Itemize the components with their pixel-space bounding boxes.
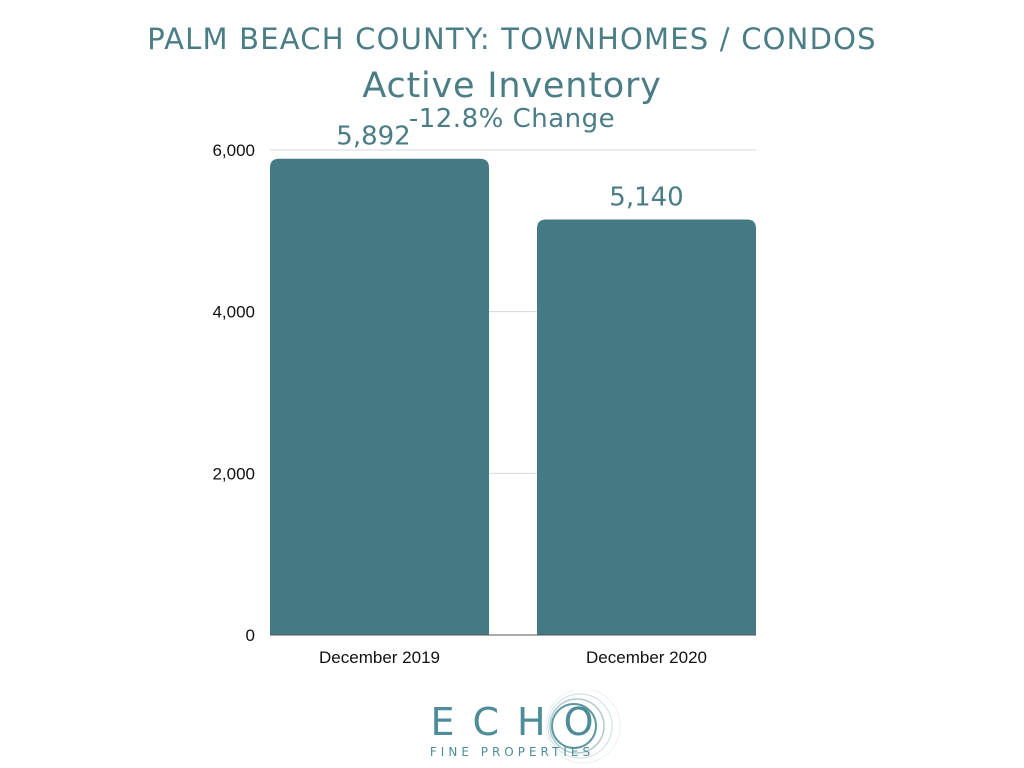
x-tick-label: December 2019 [319,648,440,667]
y-tick-label: 0 [246,626,255,645]
logo-rings-icon [545,690,621,764]
axes: 0 2,000 4,000 6,000 [212,141,756,645]
bar-1 [537,219,756,635]
y-tick-label: 2,000 [212,464,255,483]
logo-wordmark: ECHO [430,700,612,744]
chart-title: PALM BEACH COUNTY: TOWNHOMES / CONDOS [147,22,877,56]
x-tick-label: December 2020 [586,648,707,667]
labels: December 2019 5,892 December 2020 5,140 [319,122,707,667]
logo-tagline: FINE PROPERTIES [429,745,595,759]
data-label: 5,140 [609,183,683,213]
echo-logo: ECHO FINE PROPERTIES [362,690,662,768]
bar-0 [270,158,489,636]
change-annotation: -12.8% Change [408,104,616,134]
y-tick-label: 6,000 [212,141,255,160]
data-label: 5,892 [336,122,410,152]
bars [270,158,756,636]
chart-subtitle: Active Inventory [362,66,662,106]
y-tick-label: 4,000 [212,303,255,322]
